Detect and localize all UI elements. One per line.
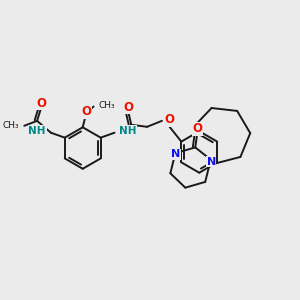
Text: O: O (192, 122, 202, 135)
Text: NH: NH (28, 126, 46, 136)
Text: CH₃: CH₃ (98, 101, 115, 110)
Text: NH: NH (119, 126, 137, 136)
Text: N: N (171, 149, 180, 159)
Text: N: N (207, 157, 216, 167)
Text: CH₃: CH₃ (3, 121, 19, 130)
Text: O: O (123, 100, 133, 113)
Text: O: O (36, 97, 46, 110)
Text: O: O (82, 105, 92, 118)
Text: O: O (165, 113, 175, 126)
